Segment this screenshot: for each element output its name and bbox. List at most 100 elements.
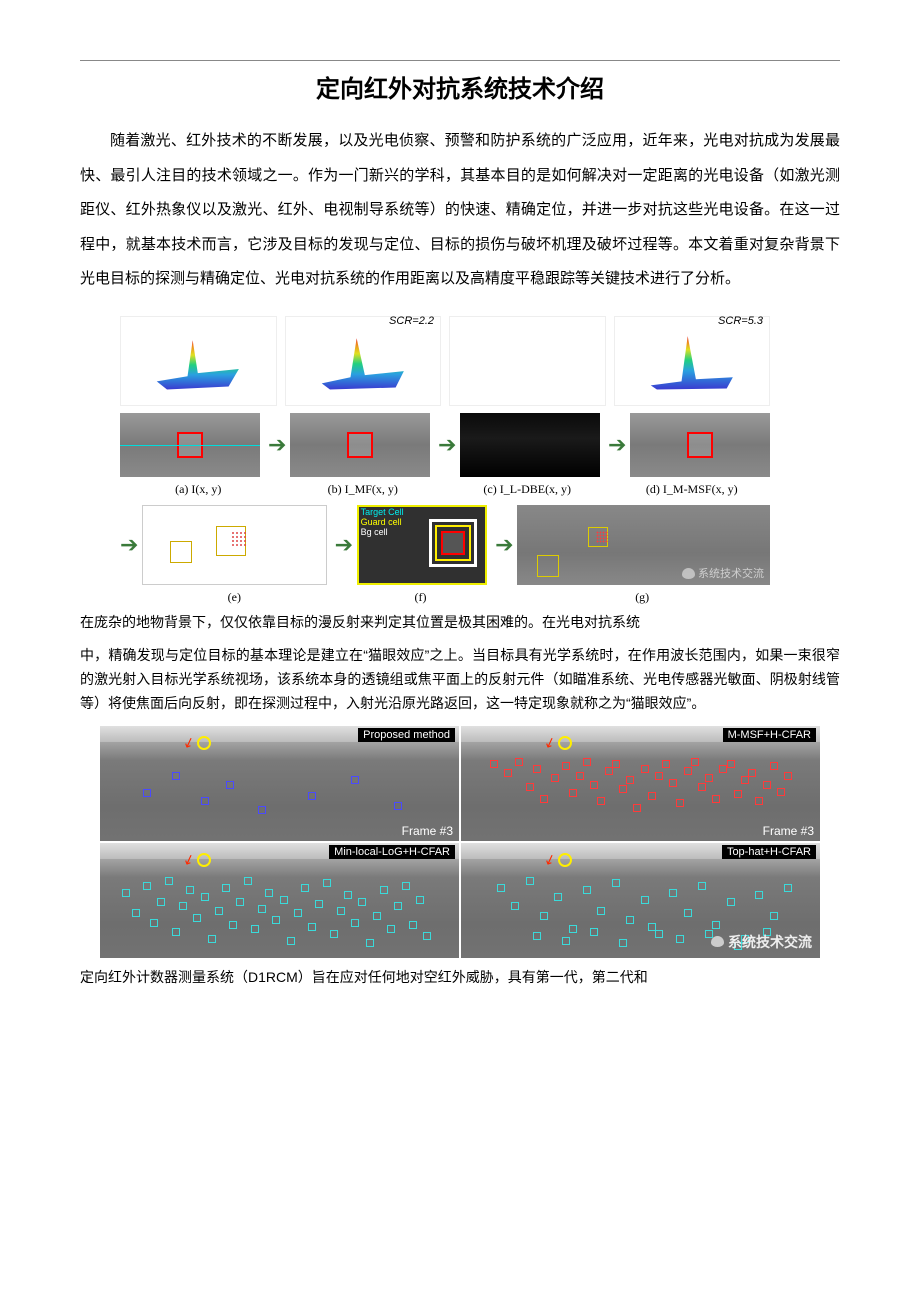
- detection-box-icon: [172, 772, 180, 780]
- watermark-text: 系统技术交流: [728, 932, 812, 952]
- wechat-icon: [682, 568, 695, 579]
- fig1-panel-b: [290, 413, 430, 477]
- fig1-label-g: (g): [514, 590, 770, 605]
- detection-box-icon: [504, 769, 512, 777]
- detection-box-icon: [763, 781, 771, 789]
- detection-box-icon: [330, 930, 338, 938]
- fig1-surface-row: SCR=2.2 SCR=5.3: [120, 311, 770, 406]
- detection-box-icon: [351, 776, 359, 784]
- detection-box-icon: [157, 898, 165, 906]
- fig1-label-f: (f): [357, 590, 485, 605]
- detection-box-icon: [755, 797, 763, 805]
- detection-box-icon: [626, 916, 634, 924]
- page-title: 定向红外对抗系统技术介绍: [80, 69, 840, 104]
- fig1-label-c: (c) I_L-DBE(x, y): [449, 482, 606, 497]
- detection-box-icon: [380, 886, 388, 894]
- detection-box-icon: [323, 879, 331, 887]
- fig1-surf-b: SCR=2.2: [285, 316, 442, 406]
- detection-box-icon: [402, 882, 410, 890]
- arrow-right-icon: ➔: [608, 434, 622, 456]
- detection-box-icon: [540, 795, 548, 803]
- detection-box-icon: [684, 767, 692, 775]
- detection-box-icon: [244, 877, 252, 885]
- detection-box-icon: [490, 760, 498, 768]
- para-2a: 在庞杂的地物背景下，仅仅依靠目标的漫反射来判定其位置是极其困难的。在光电对抗系统: [80, 611, 840, 635]
- fig1-surf-a: [120, 316, 277, 406]
- detection-box-icon: [784, 772, 792, 780]
- arrow-right-icon: ➔: [120, 534, 134, 556]
- detection-box-icon: [526, 783, 534, 791]
- detection-box-icon: [597, 907, 605, 915]
- arrow-right-icon: ➔: [335, 534, 349, 556]
- surface-plot-icon: [136, 330, 260, 392]
- frame-label: Frame #3: [763, 824, 814, 838]
- detection-box-icon: [755, 891, 763, 899]
- detection-box-icon: [684, 909, 692, 917]
- detection-box-icon: [394, 902, 402, 910]
- fig2-panel-br: Top-hat+H-CFAR ↙ 系统技术交流: [461, 843, 820, 958]
- detection-box-icon: [172, 928, 180, 936]
- fig1-gray-row: ➔ ➔ ➔: [120, 410, 770, 480]
- detection-box-icon: [569, 789, 577, 797]
- detection-box-icon: [236, 898, 244, 906]
- detection-box-icon: [619, 939, 627, 947]
- detection-box-icon: [641, 896, 649, 904]
- detection-box-icon: [423, 932, 431, 940]
- detection-box-icon: [698, 783, 706, 791]
- detection-box-icon: [122, 889, 130, 897]
- detection-box-icon: [193, 914, 201, 922]
- detection-box-icon: [272, 916, 280, 924]
- detection-box-icon: [366, 939, 374, 947]
- fig1-panel-g: 系统技术交流: [517, 505, 770, 585]
- detection-box-icon: [597, 797, 605, 805]
- detection-box-icon: [258, 806, 266, 814]
- detection-box-icon: [741, 776, 749, 784]
- scr-label-a: SCR=2.2: [389, 315, 434, 327]
- detection-box-icon: [655, 930, 663, 938]
- detection-box-icon: [515, 758, 523, 766]
- cfar-legend: Target Cell Guard cell Bg cell: [361, 508, 404, 538]
- detection-box-icon: [358, 898, 366, 906]
- scr-label-d: SCR=5.3: [718, 315, 763, 327]
- detection-box-icon: [265, 889, 273, 897]
- fig1-label-a: (a) I(x, y): [120, 482, 277, 497]
- detection-box-icon: [165, 877, 173, 885]
- detection-box-icon: [641, 765, 649, 773]
- fig1-label-b: (b) I_MF(x, y): [285, 482, 442, 497]
- detection-box-icon: [251, 925, 259, 933]
- fig1-row3: ➔ ➔ Target Cell Guard cell Bg cell ➔ 系统技…: [120, 503, 770, 588]
- detection-box-icon: [569, 925, 577, 933]
- detection-box-icon: [605, 767, 613, 775]
- fig1-label-e: (e): [142, 590, 327, 605]
- detection-box-icon: [612, 879, 620, 887]
- fig1-panel-d: [630, 413, 770, 477]
- detection-box-icon: [705, 774, 713, 782]
- fig1-panel-c: [460, 413, 600, 477]
- fig1-panel-e: [142, 505, 327, 585]
- para-3: 定向红外计数器测量系统（D1RCM）旨在应对任何地对空红外威胁，具有第一代，第二…: [80, 966, 840, 990]
- detection-box-icon: [511, 902, 519, 910]
- detection-box-icon: [590, 928, 598, 936]
- detection-box-icon: [633, 804, 641, 812]
- scan-line: [120, 445, 260, 446]
- detection-box-icon: [533, 932, 541, 940]
- watermark: 系统技术交流: [711, 932, 812, 952]
- detection-box-icon: [344, 891, 352, 899]
- detection-box-icon: [784, 884, 792, 892]
- detection-box-icon: [301, 884, 309, 892]
- detection-box-icon: [150, 919, 158, 927]
- detection-box-icon: [215, 907, 223, 915]
- detection-box-icon: [734, 790, 742, 798]
- fig1-labels-row2: (a) I(x, y) (b) I_MF(x, y) (c) I_L-DBE(x…: [120, 482, 770, 497]
- detection-box-icon: [179, 902, 187, 910]
- target-box-icon: [347, 432, 373, 458]
- detection-box-icon: [308, 923, 316, 931]
- arrow-right-icon: ➔: [438, 434, 452, 456]
- target-box-icon: [687, 432, 713, 458]
- fig2-panel-bl: Min-local-LoG+H-CFAR ↙: [100, 843, 459, 958]
- detection-box-icon: [497, 884, 505, 892]
- detection-box-icon: [551, 774, 559, 782]
- surface-plot-icon: [630, 330, 754, 392]
- fig2-panel-tl: Proposed method ↙ Frame #3: [100, 726, 459, 841]
- detection-box-icon: [648, 923, 656, 931]
